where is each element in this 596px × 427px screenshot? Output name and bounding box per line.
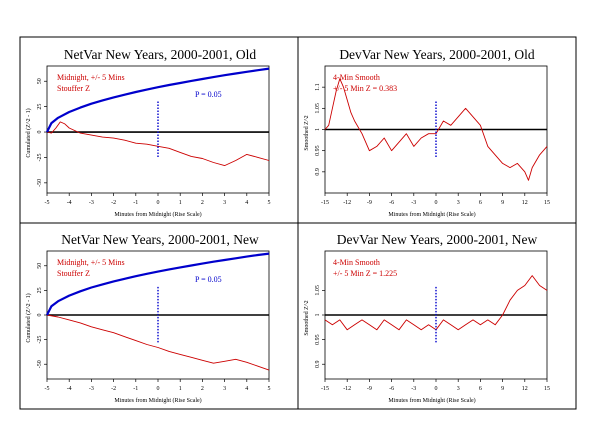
x-tick-label: 1 xyxy=(179,200,182,206)
x-tick-label: -5 xyxy=(45,386,50,392)
x-axis-label: Minutes from Midnight (Rise Scale) xyxy=(114,397,201,404)
x-tick-label: -9 xyxy=(367,386,372,392)
y-tick-label: -25 xyxy=(37,153,43,161)
panel-title: NetVar New Years, 2000-2001, Old xyxy=(64,47,257,62)
x-tick-label: -6 xyxy=(389,386,394,392)
p-value-label: P = 0.05 xyxy=(195,275,222,284)
x-tick-label: -12 xyxy=(343,200,351,206)
x-tick-label: 9 xyxy=(501,386,504,392)
x-tick-label: 2 xyxy=(201,386,204,392)
x-tick-label: 9 xyxy=(501,200,504,206)
annotation-line-1: Midnight, +/- 5 Mins xyxy=(57,73,125,82)
panel-devvar-new: DevVar New Years, 2000-2001, New 4-Min S… xyxy=(304,232,550,404)
y-axis-label: Smoothed Z^2 xyxy=(304,115,310,150)
y-tick-label: 0.9 xyxy=(315,360,321,368)
y-axis-label: Smoothed Z^2 xyxy=(304,300,310,335)
x-axis-label: Minutes from Midnight (Rise Scale) xyxy=(388,211,475,218)
x-tick-label: -9 xyxy=(367,200,372,206)
x-tick-label: 3 xyxy=(457,200,460,206)
y-tick-label: 50 xyxy=(37,263,43,269)
x-axis-label: Minutes from Midnight (Rise Scale) xyxy=(114,211,201,218)
x-tick-label: -3 xyxy=(411,386,416,392)
x-tick-label: 15 xyxy=(544,200,550,206)
x-tick-label: -1 xyxy=(133,386,138,392)
x-tick-label: -2 xyxy=(111,386,116,392)
panel-title: DevVar New Years, 2000-2001, Old xyxy=(339,47,535,62)
y-tick-label: 1 xyxy=(315,314,321,317)
x-tick-label: -1 xyxy=(133,200,138,206)
x-tick-label: 0 xyxy=(157,386,160,392)
series-line-0 xyxy=(324,78,548,181)
y-tick-label: 25 xyxy=(37,287,43,293)
x-tick-label: 3 xyxy=(457,386,460,392)
series-line-0 xyxy=(46,121,270,167)
x-tick-label: -6 xyxy=(389,200,394,206)
x-tick-label: -3 xyxy=(89,200,94,206)
y-tick-label: 0 xyxy=(37,314,43,317)
y-tick-label: 0.9 xyxy=(315,168,321,176)
annotation-line-2: +/- 5 Min Z = 0.383 xyxy=(333,84,397,93)
x-tick-label: 4 xyxy=(245,200,248,206)
annotation-line-1: 4-Min Smooth xyxy=(333,73,380,82)
x-tick-label: 2 xyxy=(201,200,204,206)
annotation-line-1: Midnight, +/- 5 Mins xyxy=(57,258,125,267)
y-tick-label: 50 xyxy=(37,78,43,84)
y-tick-label: 1.05 xyxy=(315,285,321,296)
series-line-1 xyxy=(46,252,270,316)
y-tick-label: -50 xyxy=(37,360,43,368)
panel-netvar-new: NetVar New Years, 2000-2001, New Midnigh… xyxy=(25,232,271,404)
y-tick-label: 25 xyxy=(37,104,43,110)
y-tick-label: 0.95 xyxy=(315,334,321,345)
x-tick-label: 1 xyxy=(179,386,182,392)
panel-title: DevVar New Years, 2000-2001, New xyxy=(337,232,538,247)
x-tick-label: 5 xyxy=(268,386,271,392)
x-tick-label: -15 xyxy=(321,386,329,392)
x-tick-label: 4 xyxy=(245,386,248,392)
series-line-1 xyxy=(46,67,270,133)
y-tick-label: 0.95 xyxy=(315,145,321,156)
x-tick-label: -2 xyxy=(111,200,116,206)
y-axis-label: Cumulated (Z^2 - 1) xyxy=(25,293,32,342)
x-tick-label: -12 xyxy=(343,386,351,392)
x-tick-label: 6 xyxy=(479,386,482,392)
x-tick-label: 12 xyxy=(522,386,528,392)
y-tick-label: 0 xyxy=(37,131,43,134)
x-tick-label: -4 xyxy=(67,200,72,206)
annotation-line-2: Stouffer Z xyxy=(57,269,90,278)
panel-devvar-old: DevVar New Years, 2000-2001, Old 4-Min S… xyxy=(304,47,550,218)
x-tick-label: 0 xyxy=(435,386,438,392)
p-value-label: P = 0.05 xyxy=(195,90,222,99)
panel-netvar-old: NetVar New Years, 2000-2001, Old Midnigh… xyxy=(25,47,271,218)
x-tick-label: -15 xyxy=(321,200,329,206)
y-tick-label: 1.05 xyxy=(315,103,321,114)
x-tick-label: -3 xyxy=(89,386,94,392)
y-tick-label: -25 xyxy=(37,336,43,344)
x-tick-label: 5 xyxy=(268,200,271,206)
annotation-line-2: +/- 5 Min Z = 1.225 xyxy=(333,269,397,278)
x-tick-label: 0 xyxy=(435,200,438,206)
y-tick-label: -50 xyxy=(37,179,43,187)
x-tick-label: 3 xyxy=(223,386,226,392)
panel-title: NetVar New Years, 2000-2001, New xyxy=(61,232,259,247)
y-tick-label: 1 xyxy=(315,128,321,131)
annotation-line-2: Stouffer Z xyxy=(57,84,90,93)
annotation-line-1: 4-Min Smooth xyxy=(333,258,380,267)
x-tick-label: -5 xyxy=(45,200,50,206)
y-tick-label: 1.1 xyxy=(315,83,321,91)
series-line-0 xyxy=(46,314,270,371)
x-tick-label: -4 xyxy=(67,386,72,392)
x-tick-label: 3 xyxy=(223,200,226,206)
y-axis-label: Cumulated (Z^2 - 1) xyxy=(25,108,32,157)
x-tick-label: 12 xyxy=(522,200,528,206)
x-tick-label: 6 xyxy=(479,200,482,206)
x-tick-label: 15 xyxy=(544,386,550,392)
x-tick-label: -3 xyxy=(411,200,416,206)
x-tick-label: 0 xyxy=(157,200,160,206)
x-axis-label: Minutes from Midnight (Rise Scale) xyxy=(388,397,475,404)
